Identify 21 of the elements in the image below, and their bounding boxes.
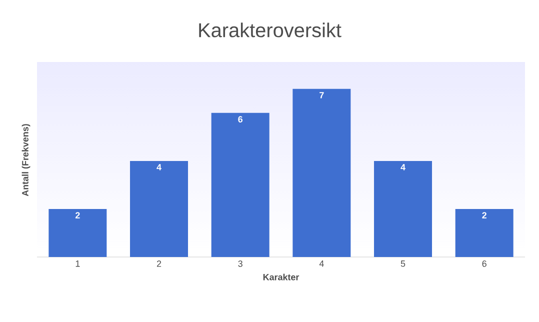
data-label: 6 [238, 116, 242, 122]
data-label: 4 [400, 164, 406, 170]
data-label: 2 [75, 212, 80, 218]
data-label: 4 [156, 164, 162, 170]
bar [211, 112, 270, 257]
x-tick-label: 5 [400, 260, 406, 267]
x-tick-label: 1 [76, 260, 80, 267]
bar [48, 208, 107, 257]
x-tick-label: 6 [482, 260, 486, 267]
bar [130, 160, 188, 257]
y-axis-title: Antall (Frekvens) [22, 124, 30, 196]
chart-title: Karakteroversikt [199, 22, 342, 38]
bar [374, 160, 432, 257]
data-label: 7 [320, 92, 324, 98]
data-label: 2 [482, 212, 486, 218]
x-tick-label: 4 [319, 260, 324, 267]
bar [292, 88, 351, 257]
x-tick-label: 2 [156, 260, 162, 267]
bar [455, 208, 514, 257]
x-tick-label: 3 [238, 260, 242, 267]
x-axis-title: Karakter [263, 274, 300, 280]
